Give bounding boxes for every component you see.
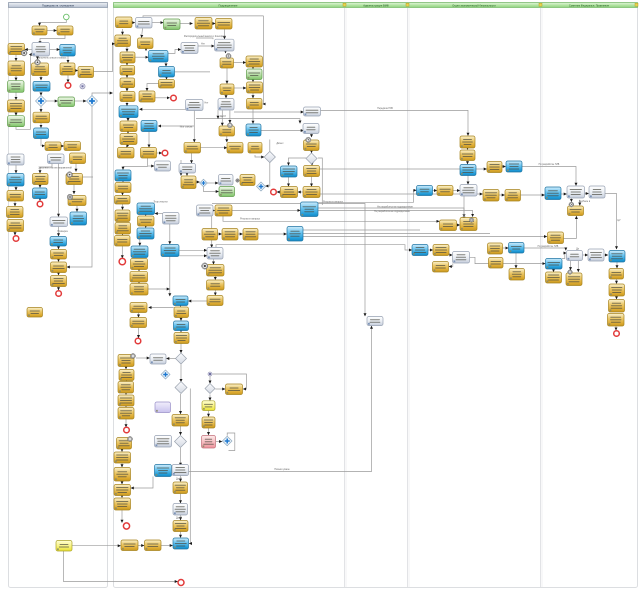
svg-text:Передача ГИВ: Передача ГИВ <box>377 108 393 110</box>
svg-text:По разработке ГИВ: По разработке ГИВ <box>539 164 560 166</box>
svg-text:Заполнить список и запрос: Заполнить список и запрос <box>38 58 68 60</box>
svg-text:Да/сб: Да/сб <box>176 478 183 480</box>
svg-text:Вербное в: Вербное в <box>579 201 591 203</box>
svg-text:Нет: Нет <box>205 102 210 104</box>
svg-text:Заполнить так же направлений: Заполнить так же направлений <box>38 166 72 169</box>
svg-text:ЦУ: ЦУ <box>617 220 621 222</box>
svg-text:По разработке ГИВ: По разработке ГИВ <box>538 246 559 248</box>
svg-text:Да/сб: Да/сб <box>220 116 227 118</box>
svg-text:Подразделение: Подразделение <box>219 3 238 7</box>
svg-text:Советник Федеральн. Правление: Советник Федеральн. Правление <box>569 3 610 7</box>
svg-text:Не разработка на подразделение: Не разработка на подразделение <box>377 206 414 208</box>
svg-text:Распорядительный анализ с Коно: Распорядительный анализ с Конофарм <box>184 35 227 38</box>
svg-text:Отдел экономической безопаснос: Отдел экономической безопасности <box>452 3 496 7</box>
svg-text:Результат запроса: Результат запроса <box>240 219 260 221</box>
svg-text:Письмо умное: Письмо умное <box>274 469 290 471</box>
svg-text:Итог списка: Итог списка <box>180 126 193 128</box>
svg-text:Да/нет: Да/нет <box>277 143 285 145</box>
svg-text:Проверка: Проверка <box>57 231 68 233</box>
svg-text:Нет: Нет <box>201 44 206 46</box>
svg-text:Результат запроса: Результат запроса <box>323 202 343 204</box>
svg-text:Подведомств. учреждение: Подведомств. учреждение <box>42 3 75 7</box>
svg-text:Администрация ВМФ: Администрация ВМФ <box>363 3 389 7</box>
svg-text:Да/сб: Да/сб <box>176 517 183 519</box>
svg-text:Не разработка на подразделение: Не разработка на подразделение <box>374 211 411 213</box>
svg-text:Этор очистки: Этор очистки <box>153 201 168 203</box>
svg-text:Да: Да <box>576 249 580 251</box>
